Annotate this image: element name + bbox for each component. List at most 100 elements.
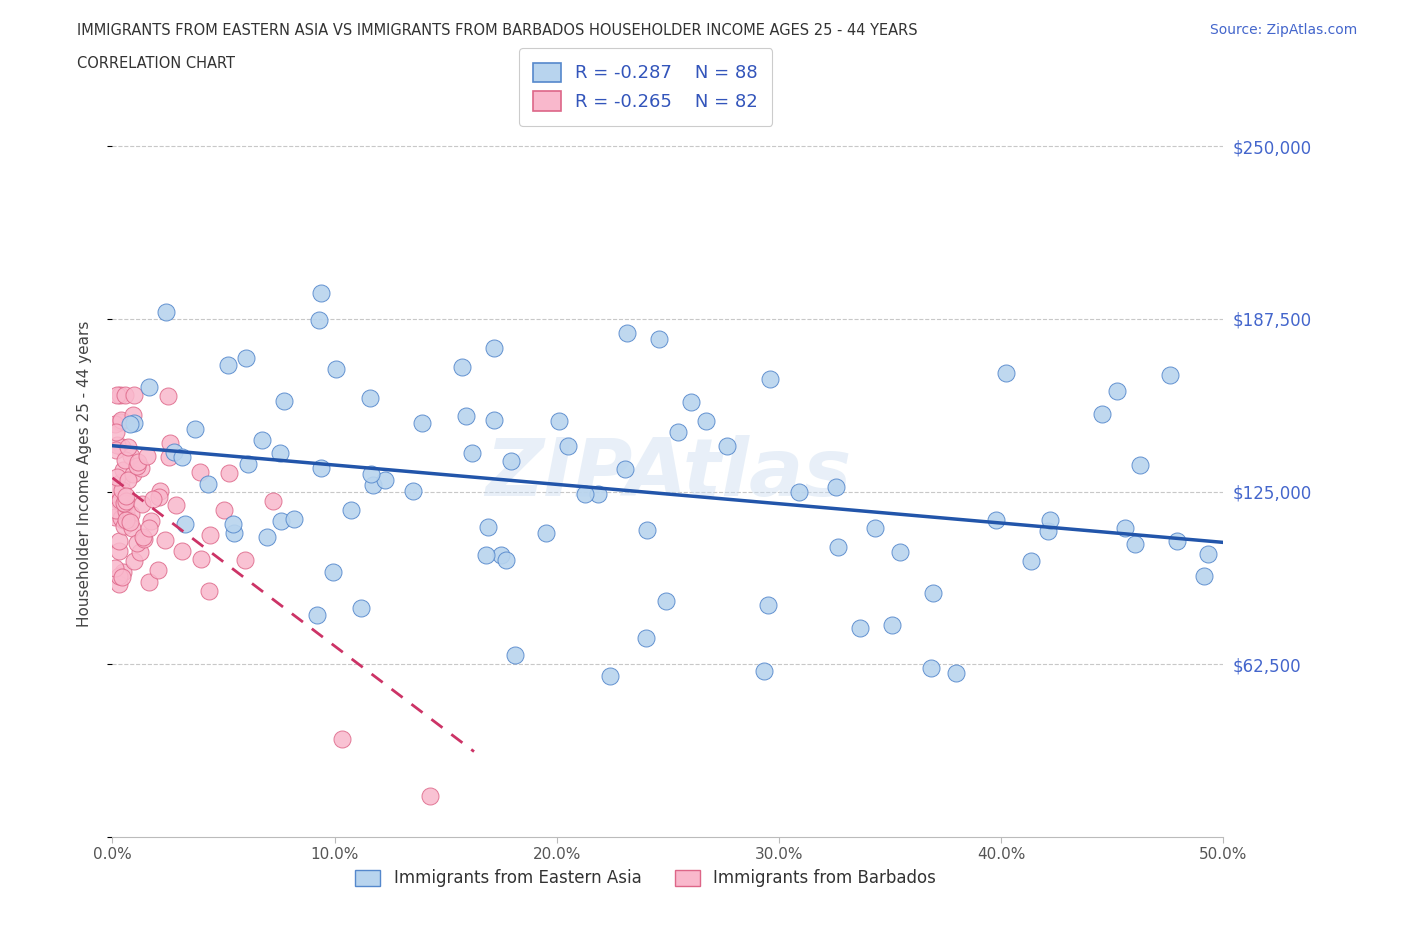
Point xyxy=(419,788,441,803)
Point xyxy=(104,510,127,525)
Point xyxy=(360,467,382,482)
Point xyxy=(695,414,717,429)
Point xyxy=(1021,553,1043,568)
Point xyxy=(461,445,484,460)
Point xyxy=(636,631,658,645)
Point xyxy=(307,607,329,622)
Point xyxy=(110,511,132,525)
Point xyxy=(882,618,904,632)
Point xyxy=(121,521,143,536)
Point xyxy=(361,478,384,493)
Point xyxy=(121,408,143,423)
Point xyxy=(411,416,433,431)
Point xyxy=(132,529,155,544)
Point xyxy=(104,561,127,576)
Point xyxy=(1194,569,1216,584)
Point xyxy=(190,551,212,566)
Point xyxy=(135,448,157,463)
Point xyxy=(104,425,127,440)
Point xyxy=(218,465,240,480)
Point xyxy=(122,388,145,403)
Point xyxy=(104,502,127,517)
Point xyxy=(340,503,363,518)
Point xyxy=(574,486,596,501)
Point xyxy=(112,496,135,511)
Point xyxy=(173,516,195,531)
Point xyxy=(108,493,131,508)
Point xyxy=(269,445,291,460)
Point xyxy=(111,483,134,498)
Point xyxy=(110,413,132,428)
Point xyxy=(197,583,219,598)
Point xyxy=(157,450,180,465)
Point xyxy=(787,485,810,499)
Point xyxy=(256,530,278,545)
Point xyxy=(120,507,142,522)
Point xyxy=(489,548,512,563)
Point xyxy=(224,525,246,540)
Point xyxy=(235,351,257,365)
Point xyxy=(451,359,474,374)
Point xyxy=(599,669,621,684)
Point xyxy=(141,514,163,529)
Point xyxy=(945,666,967,681)
Point xyxy=(132,532,155,547)
Point xyxy=(648,332,671,347)
Point xyxy=(112,499,135,514)
Point xyxy=(138,521,160,536)
Point xyxy=(114,497,136,512)
Point xyxy=(159,435,181,450)
Point xyxy=(217,358,239,373)
Point xyxy=(309,461,332,476)
Point xyxy=(105,437,128,452)
Point xyxy=(636,523,658,538)
Point xyxy=(477,519,499,534)
Point xyxy=(128,545,150,560)
Point xyxy=(148,563,170,578)
Point xyxy=(1159,367,1181,382)
Point xyxy=(121,467,143,482)
Point xyxy=(148,489,170,504)
Point xyxy=(311,286,333,301)
Point xyxy=(1107,384,1129,399)
Point xyxy=(114,388,136,403)
Point xyxy=(108,577,131,591)
Point xyxy=(131,497,153,512)
Point xyxy=(138,574,160,589)
Point xyxy=(756,598,779,613)
Point xyxy=(110,474,132,489)
Point xyxy=(115,493,138,508)
Point xyxy=(111,493,134,508)
Point xyxy=(115,513,138,528)
Point xyxy=(758,371,780,386)
Point xyxy=(165,498,187,512)
Point xyxy=(865,520,887,535)
Point xyxy=(548,414,571,429)
Point xyxy=(108,543,131,558)
Point xyxy=(534,525,557,540)
Point xyxy=(1166,533,1188,548)
Point xyxy=(105,470,128,485)
Point xyxy=(110,440,132,455)
Point xyxy=(162,445,184,459)
Point xyxy=(325,362,347,377)
Point xyxy=(221,517,243,532)
Point xyxy=(115,503,138,518)
Point xyxy=(124,416,146,431)
Point xyxy=(105,442,128,457)
Point xyxy=(308,312,330,327)
Text: IMMIGRANTS FROM EASTERN ASIA VS IMMIGRANTS FROM BARBADOS HOUSEHOLDER INCOME AGES: IMMIGRANTS FROM EASTERN ASIA VS IMMIGRAN… xyxy=(77,23,918,38)
Point xyxy=(188,465,211,480)
Point xyxy=(127,455,149,470)
Point xyxy=(994,365,1017,380)
Point xyxy=(115,488,138,503)
Point xyxy=(475,548,498,563)
Point xyxy=(198,527,221,542)
Point xyxy=(920,660,942,675)
Point xyxy=(283,512,305,526)
Point xyxy=(156,389,179,404)
Point xyxy=(122,554,145,569)
Point xyxy=(118,514,141,529)
Point xyxy=(262,494,284,509)
Point xyxy=(233,552,256,567)
